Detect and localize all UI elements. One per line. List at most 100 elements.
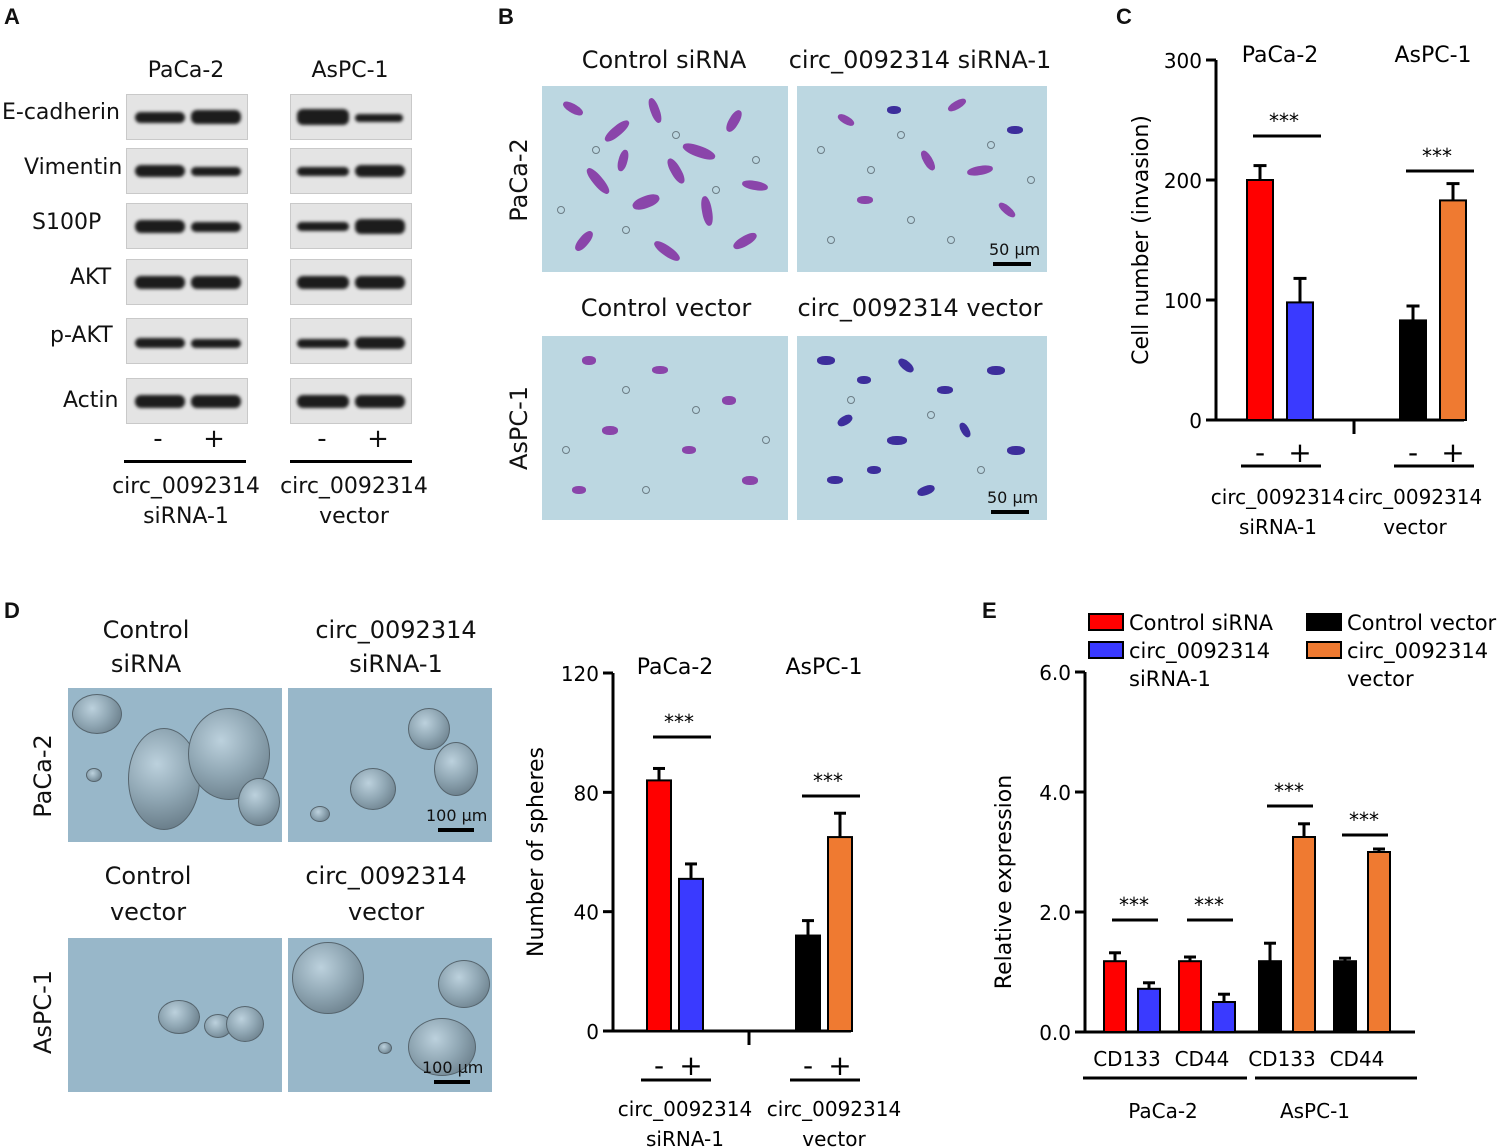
x-tick-label: - — [803, 1049, 813, 1082]
y-axis-label: Relative expression — [992, 775, 1017, 989]
y-tick-label: 6.0 — [1039, 661, 1071, 685]
group-label: AsPC-1 — [785, 655, 862, 680]
micrograph-title: Control — [104, 862, 192, 890]
micrograph-title: circ_0092314 vector — [797, 294, 1043, 322]
y-tick-label: 4.0 — [1039, 781, 1071, 805]
bar — [1286, 301, 1314, 421]
row-label: PaCa-2 — [29, 734, 57, 818]
protein-label: Actin — [63, 388, 119, 413]
blot-box — [126, 259, 248, 305]
significance-label: *** — [664, 710, 694, 734]
group-label: PaCa-2 — [1242, 43, 1319, 68]
legend-swatch — [1088, 613, 1124, 631]
protein-label: p-AKT — [50, 323, 113, 348]
y-tick-label: 0.0 — [1039, 1021, 1071, 1045]
significance-label: *** — [1274, 779, 1304, 803]
protein-label: E-cadherin — [2, 100, 120, 125]
bar — [646, 779, 672, 1032]
y-axis-label: Number of spheres — [524, 747, 549, 957]
blot-box — [290, 378, 412, 424]
y-tick-label: 0 — [586, 1020, 599, 1044]
sphere-image-aspc1-control — [68, 938, 282, 1092]
y-tick-label: 120 — [561, 662, 599, 686]
blot-box — [126, 148, 248, 194]
sign-plus: + — [203, 424, 225, 454]
row-label: PaCa-2 — [505, 138, 533, 222]
group-label: PaCa-2 — [637, 655, 714, 680]
blot-box — [290, 259, 412, 305]
y-tick-label: 200 — [1164, 169, 1202, 193]
scale-bar — [434, 1080, 470, 1084]
micrograph-title: vector — [109, 898, 187, 926]
scale-bar — [993, 262, 1031, 266]
y-tick-label: 80 — [574, 781, 599, 805]
group-label: PaCa-2 — [1128, 1099, 1198, 1123]
x-tick-label: CD133 — [1093, 1047, 1161, 1071]
x-tick-label: + — [1441, 436, 1464, 469]
blot-cell-line-aspc1: AsPC-1 — [311, 58, 389, 83]
group-caption: vector — [802, 1127, 866, 1147]
group-caption: circ_0092314 — [1348, 485, 1482, 509]
y-tick-label: 0 — [1189, 409, 1202, 433]
x-tick-label: CD44 — [1330, 1047, 1385, 1071]
group-caption: circ_0092314 — [280, 474, 428, 499]
protein-label: Vimentin — [24, 155, 123, 180]
blot-box — [290, 203, 412, 249]
panel-letter-a: A — [4, 4, 20, 29]
micrograph-title: circ_0092314 — [315, 616, 477, 644]
group-underline — [290, 460, 412, 463]
x-tick-label: - — [1408, 436, 1418, 469]
blot-box — [126, 94, 248, 140]
bar — [1399, 319, 1427, 421]
group-caption: circ_0092314 — [112, 474, 260, 499]
bar — [1178, 960, 1202, 1034]
sign-minus: - — [153, 424, 163, 454]
significance-label: *** — [1349, 808, 1379, 832]
micrograph-title: Control vector — [580, 294, 752, 322]
scale-bar-label: 100 μm — [422, 1058, 484, 1077]
legend-swatch — [1306, 641, 1342, 659]
significance-label: *** — [813, 769, 843, 793]
legend-swatch — [1306, 613, 1342, 631]
blot-box — [290, 318, 412, 364]
micrograph-title: vector — [347, 898, 425, 926]
significance-label: *** — [1269, 109, 1299, 133]
bar — [795, 934, 821, 1032]
x-tick-label: CD44 — [1175, 1047, 1230, 1071]
bar — [1258, 960, 1282, 1034]
scale-bar — [438, 828, 474, 832]
group-caption: siRNA-1 — [1239, 515, 1317, 539]
legend-label: vector — [1347, 667, 1414, 691]
bar — [1439, 199, 1467, 421]
group-label: AsPC-1 — [1280, 1099, 1350, 1123]
panel-letter-d: D — [4, 598, 20, 623]
blot-box — [126, 378, 248, 424]
legend-swatch — [1088, 641, 1124, 659]
significance-label: *** — [1194, 893, 1224, 917]
group-caption: vector — [1383, 515, 1447, 539]
y-tick-label: 2.0 — [1039, 901, 1071, 925]
micrograph-title: Control siRNA — [581, 46, 747, 74]
sphere-image-aspc1-vector: 100 μm — [288, 938, 492, 1092]
y-axis-label: Cell number (invasion) — [1129, 115, 1154, 365]
legend-label: Control vector — [1347, 611, 1497, 635]
y-tick-label: 300 — [1164, 49, 1202, 73]
row-label: AsPC-1 — [29, 969, 57, 1055]
x-tick-label: + — [1288, 436, 1311, 469]
panel-letter-c: C — [1116, 4, 1132, 29]
x-tick-label: + — [679, 1049, 702, 1082]
significance-label: *** — [1119, 893, 1149, 917]
micrograph-title: siRNA — [110, 650, 182, 678]
micrograph-paca2-control — [542, 86, 788, 272]
bar — [1367, 851, 1391, 1033]
group-caption: circ_0092314 — [1211, 485, 1345, 509]
sign-plus: + — [367, 424, 389, 454]
protein-label: AKT — [70, 265, 112, 290]
group-caption: circ_0092314 — [618, 1097, 752, 1121]
row-label: AsPC-1 — [505, 385, 533, 471]
group-caption: siRNA-1 — [646, 1127, 724, 1147]
legend-label: circ_0092314 — [1347, 639, 1488, 664]
micrograph-title: circ_0092314 siRNA-1 — [788, 46, 1052, 74]
